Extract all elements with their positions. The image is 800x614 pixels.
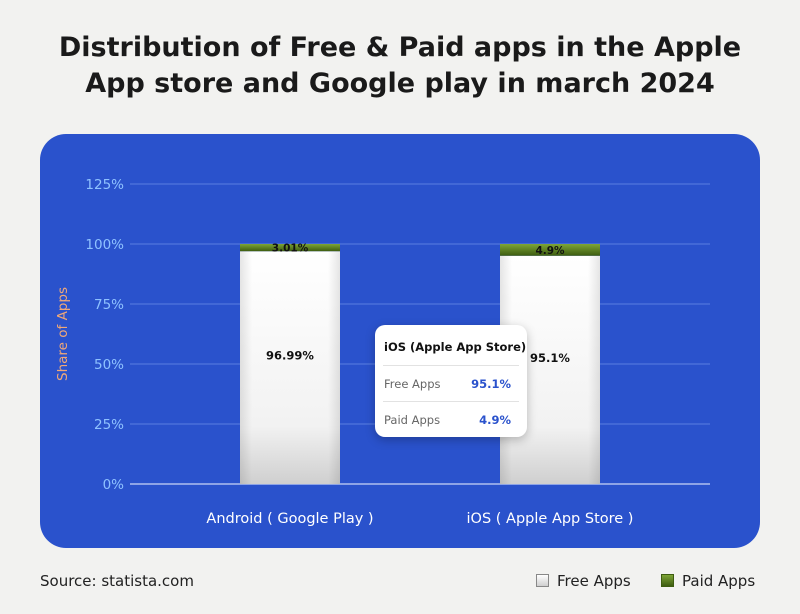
y-tick-label: 100% <box>85 237 124 253</box>
y-tick-label: 50% <box>94 357 124 373</box>
legend-swatch-free <box>536 574 549 587</box>
bar-paid-0[interactable] <box>240 244 340 252</box>
legend-item-paid: Paid Apps <box>661 572 755 590</box>
legend-swatch-paid <box>661 574 674 587</box>
source-note: Source: statista.com <box>40 572 194 590</box>
tooltip-divider <box>383 401 519 402</box>
bar-chart: 0% 25% 50% 75% 100% 125% 96.99% 3.01% 95.1% 4.9%… <box>55 177 710 527</box>
bars: 96.99% 3.01% 95.1% 4.9% <box>240 243 600 484</box>
y-tick-label: 25% <box>94 417 124 433</box>
tooltip-divider <box>383 365 519 366</box>
tooltip-free-label: Free Apps <box>384 377 441 391</box>
data-label-free-0: 96.99% <box>266 349 314 363</box>
tooltip-title: iOS (Apple App Store) <box>384 340 527 354</box>
tooltip-free-value: 95.1% <box>471 377 511 391</box>
tooltip-paid-label: Paid Apps <box>384 413 441 427</box>
chart-title-line-1: Distribution of Free & Paid apps in the … <box>58 32 742 63</box>
legend-label-paid: Paid Apps <box>682 572 756 590</box>
chart-title: Distribution of Free & Paid apps in the … <box>0 30 800 102</box>
chart-title-line-2: App store and Google play in march 2024 <box>85 68 715 99</box>
x-axis-labels: Android ( Google Play ) iOS ( Apple App S… <box>206 511 633 527</box>
bar-free-shade-0 <box>240 251 340 484</box>
tooltip-paid-value: 4.9% <box>479 413 511 427</box>
y-tick-label: 75% <box>94 297 124 313</box>
y-axis-ticks: 0% 25% 50% 75% 100% 125% <box>85 177 124 493</box>
data-label-free-1: 95.1% <box>530 351 570 365</box>
y-axis-label: Share of Apps <box>55 287 71 381</box>
legend-label-free: Free Apps <box>557 572 631 590</box>
legend-item-free: Free Apps <box>536 572 631 590</box>
data-label-paid-0: 3.01% <box>272 243 309 255</box>
x-tick-label: iOS ( Apple App Store ) <box>467 511 634 527</box>
x-tick-label: Android ( Google Play ) <box>206 511 373 527</box>
bar-paid-1[interactable] <box>500 244 600 256</box>
data-label-paid-1: 4.9% <box>535 245 565 257</box>
y-tick-label: 125% <box>85 177 124 193</box>
hover-tooltip: iOS (Apple App Store) Free Apps 95.1% Pa… <box>375 325 527 437</box>
y-tick-label: 0% <box>103 477 125 493</box>
